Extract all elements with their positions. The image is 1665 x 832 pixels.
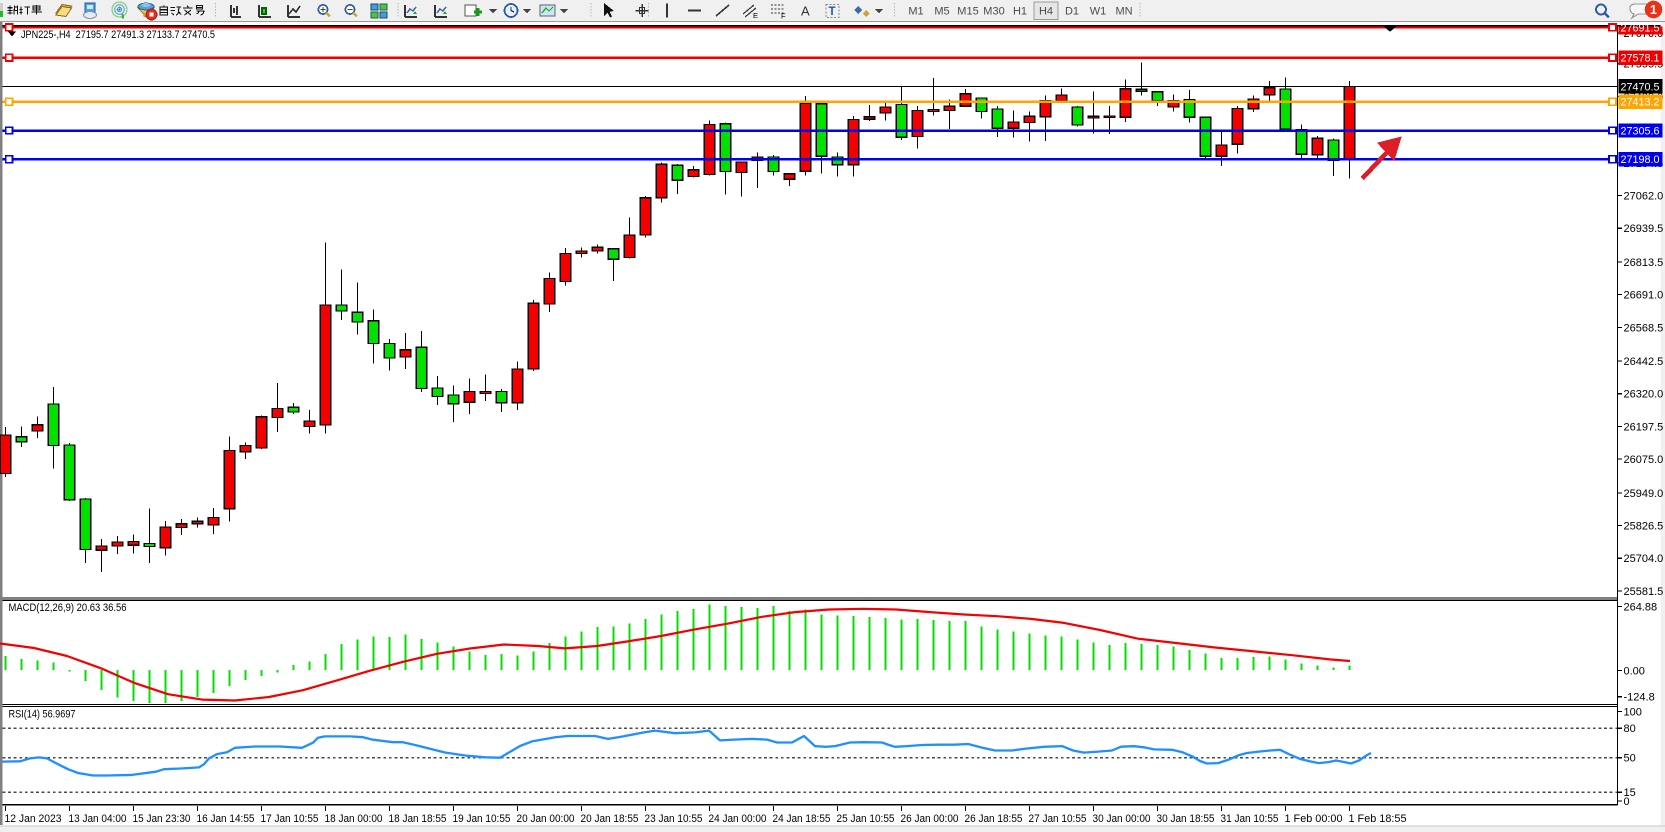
svg-text:27578.1: 27578.1	[1621, 53, 1660, 65]
svg-text:26691.0: 26691.0	[1624, 290, 1664, 302]
svg-text:H4: H4	[1039, 6, 1053, 18]
svg-text:26442.5: 26442.5	[1624, 356, 1664, 368]
svg-text:H1: H1	[1013, 6, 1027, 18]
svg-text:26939.5: 26939.5	[1624, 223, 1664, 235]
svg-text:26813.5: 26813.5	[1624, 257, 1664, 269]
svg-text:M5: M5	[934, 6, 949, 18]
svg-text:MACD(12,26,9) 20.63 36.56: MACD(12,26,9) 20.63 36.56	[9, 602, 127, 614]
svg-text:80: 80	[1624, 723, 1636, 735]
svg-text:30 Jan 18:55: 30 Jan 18:55	[1157, 813, 1215, 825]
svg-text:E: E	[753, 11, 758, 20]
svg-text:27198.0: 27198.0	[1621, 154, 1660, 166]
svg-text:26075.0: 26075.0	[1624, 454, 1664, 466]
svg-text:26 Jan 18:55: 26 Jan 18:55	[965, 813, 1023, 825]
svg-text:16 Jan 14:55: 16 Jan 14:55	[197, 813, 255, 825]
svg-text:18 Jan 18:55: 18 Jan 18:55	[389, 813, 447, 825]
svg-text:26568.5: 26568.5	[1624, 322, 1664, 334]
svg-text:A: A	[801, 4, 810, 19]
svg-text:W1: W1	[1090, 6, 1107, 18]
svg-text:F: F	[781, 12, 786, 21]
svg-text:25581.5: 25581.5	[1624, 586, 1664, 598]
svg-text:-124.8: -124.8	[1624, 692, 1655, 704]
svg-text:27305.6: 27305.6	[1621, 126, 1660, 138]
svg-text:15 Jan 23:30: 15 Jan 23:30	[133, 813, 191, 825]
svg-text:24 Jan 00:00: 24 Jan 00:00	[709, 813, 767, 825]
svg-text:27413.2: 27413.2	[1621, 97, 1660, 109]
svg-text:25949.0: 25949.0	[1624, 488, 1664, 500]
svg-text:M15: M15	[957, 6, 978, 18]
svg-text:50: 50	[1624, 753, 1636, 765]
svg-text:27062.0: 27062.0	[1624, 191, 1664, 203]
svg-text:25826.5: 25826.5	[1624, 521, 1664, 533]
svg-text:27 Jan 10:55: 27 Jan 10:55	[1029, 813, 1087, 825]
svg-text:JPN225-,H4 27195.7 27491.3 27: JPN225-,H4 27195.7 27491.3 27133.7 27470…	[21, 29, 215, 41]
svg-text:27470.5: 27470.5	[1621, 81, 1660, 93]
svg-text:25 Jan 10:55: 25 Jan 10:55	[837, 813, 895, 825]
svg-text:0.00: 0.00	[1624, 665, 1645, 677]
svg-text:18 Jan 00:00: 18 Jan 00:00	[325, 813, 383, 825]
svg-text:23 Jan 10:55: 23 Jan 10:55	[645, 813, 703, 825]
svg-text:T: T	[829, 6, 836, 18]
svg-text:26320.0: 26320.0	[1624, 389, 1664, 401]
svg-text:D1: D1	[1065, 6, 1079, 18]
svg-text:1: 1	[1650, 3, 1657, 17]
svg-text:31 Jan 10:55: 31 Jan 10:55	[1221, 813, 1279, 825]
svg-text:26 Jan 00:00: 26 Jan 00:00	[901, 813, 959, 825]
svg-text:264.88: 264.88	[1624, 601, 1658, 613]
svg-text:25704.0: 25704.0	[1624, 553, 1664, 565]
svg-text:RSI(14) 56.9697: RSI(14) 56.9697	[9, 709, 76, 721]
svg-text:20 Jan 00:00: 20 Jan 00:00	[517, 813, 575, 825]
svg-text:1 Feb 00:00: 1 Feb 00:00	[1285, 813, 1343, 825]
svg-text:13 Jan 04:00: 13 Jan 04:00	[69, 813, 127, 825]
svg-text:30 Jan 00:00: 30 Jan 00:00	[1093, 813, 1151, 825]
svg-text:1 Feb 18:55: 1 Feb 18:55	[1349, 813, 1407, 825]
svg-text:M1: M1	[908, 6, 923, 18]
svg-text:24 Jan 18:55: 24 Jan 18:55	[773, 813, 831, 825]
svg-text:27691.5: 27691.5	[1621, 22, 1660, 34]
svg-text:19 Jan 10:55: 19 Jan 10:55	[453, 813, 511, 825]
svg-text:20 Jan 18:55: 20 Jan 18:55	[581, 813, 639, 825]
svg-text:17 Jan 10:55: 17 Jan 10:55	[261, 813, 319, 825]
svg-text:100: 100	[1624, 707, 1642, 719]
svg-text:M30: M30	[983, 6, 1004, 18]
svg-text:0: 0	[1624, 796, 1630, 808]
svg-text:MN: MN	[1115, 6, 1132, 18]
svg-text:15: 15	[1624, 787, 1636, 799]
svg-text:12 Jan 2023: 12 Jan 2023	[5, 813, 62, 825]
svg-text:26197.5: 26197.5	[1624, 421, 1664, 433]
